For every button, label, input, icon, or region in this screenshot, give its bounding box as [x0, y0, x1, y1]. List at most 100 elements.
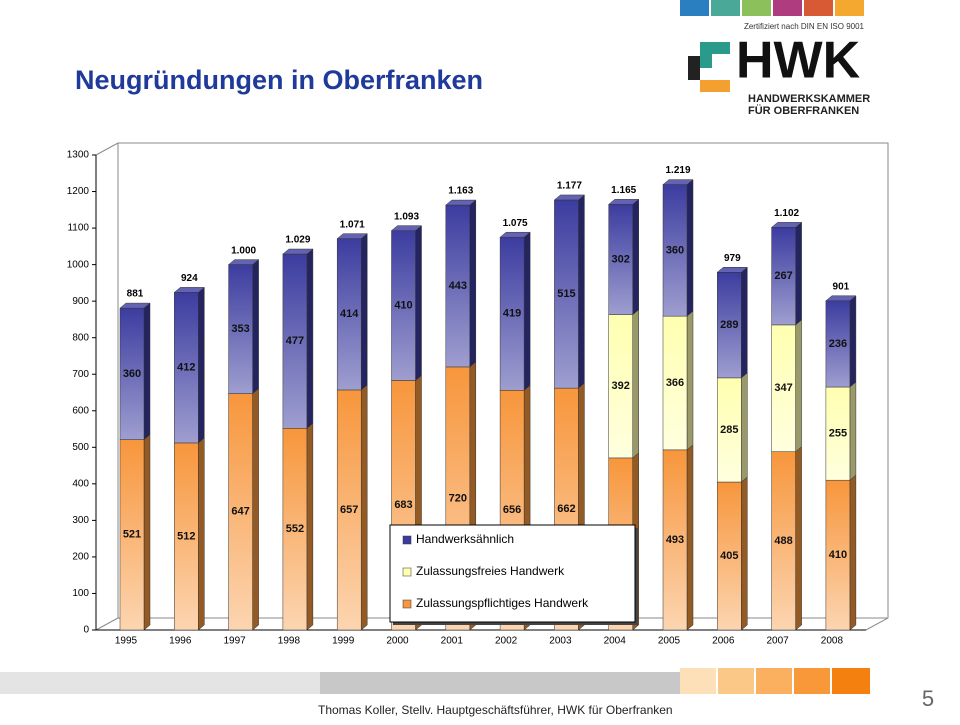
segment-label: 443 [449, 280, 467, 292]
segment-label: 515 [557, 288, 575, 300]
bar-segment [336, 389, 362, 631]
logo-mark [688, 42, 730, 92]
logo-line1: HANDWERKSKAMMER [748, 93, 870, 105]
total-label: 1.000 [231, 245, 256, 256]
y-tick-label: 1100 [67, 223, 89, 234]
total-label: 1.075 [503, 218, 528, 229]
bar-side [686, 444, 694, 631]
bar-segment [282, 428, 308, 631]
bar-segment [228, 393, 253, 631]
bar-segment [771, 227, 796, 326]
bar-top [716, 267, 748, 273]
bar-side [306, 422, 314, 631]
x-tick-label: 2007 [766, 636, 789, 647]
total-label: 924 [181, 273, 198, 284]
bar-side [795, 221, 802, 326]
bar-top [662, 179, 694, 185]
x-tick-label: 1996 [169, 636, 192, 647]
bar-segment [228, 264, 253, 394]
bar-side [849, 474, 857, 631]
total-label: 1.165 [611, 185, 636, 196]
bar-side [686, 179, 694, 317]
y-tick-label: 300 [72, 515, 89, 526]
bar-side [143, 302, 151, 441]
bar-side [632, 198, 639, 316]
bar-segment [771, 451, 796, 631]
segment-label: 477 [286, 335, 304, 347]
total-label: 1.219 [665, 165, 690, 176]
y-tick-label: 900 [72, 296, 89, 307]
x-tick-label: 2000 [386, 636, 409, 647]
total-label: 1.163 [448, 186, 473, 197]
total-label: 1.029 [285, 235, 310, 246]
legend [389, 524, 636, 623]
segment-label: 419 [503, 308, 521, 320]
segment-label: 360 [666, 244, 684, 256]
bar-side [143, 434, 151, 631]
bar-top [608, 199, 640, 205]
segment-label: 493 [666, 534, 684, 546]
y-tick-label: 1300 [67, 150, 90, 161]
segment-label: 405 [720, 550, 738, 562]
bar-segment [554, 199, 579, 389]
footer-bars [0, 668, 870, 694]
bar-side [360, 384, 368, 631]
bar-segment [391, 230, 416, 381]
bar-top [553, 194, 586, 201]
bar-top [499, 231, 531, 238]
total-label: 1.177 [557, 181, 582, 192]
total-label: 901 [833, 281, 850, 292]
bar-side [578, 194, 585, 389]
total-label: 1.102 [774, 208, 799, 219]
x-tick-label: 2008 [821, 636, 844, 647]
segment-label: 255 [829, 428, 847, 440]
x-tick-label: 2002 [495, 636, 518, 647]
y-tick-label: 0 [83, 625, 89, 636]
bar-side [795, 446, 802, 631]
x-tick-label: 2005 [658, 636, 681, 647]
segment-label: 267 [774, 270, 792, 282]
bar-side [360, 233, 368, 391]
page-number: 5 [922, 686, 934, 711]
segment-label: 410 [829, 549, 847, 561]
bar-side [523, 231, 531, 391]
x-tick-label: 1998 [278, 636, 301, 647]
bar-top [227, 259, 260, 265]
bar-side [849, 381, 857, 481]
segment-label: 353 [231, 323, 249, 335]
slide-title: Neugründungen in Oberfranken [75, 65, 483, 95]
segment-label: 285 [720, 424, 738, 436]
bar-segment [717, 272, 742, 379]
bar-top [825, 295, 857, 302]
segment-label: 662 [557, 503, 575, 515]
bar-segment [608, 314, 633, 459]
legend-swatch [402, 567, 412, 577]
legend-swatch [402, 599, 412, 609]
x-tick-label: 1997 [223, 636, 246, 647]
segment-label: 656 [503, 504, 521, 516]
bar-top [119, 302, 151, 309]
bar-side [741, 476, 748, 631]
segment-label: 366 [666, 377, 684, 389]
segment-label: 360 [123, 368, 141, 380]
chart: 0 100 200 300 400 500 600 700 800 900 1000 1100 1200… [67, 150, 857, 647]
bar-side [849, 295, 857, 388]
bar-segment [717, 481, 742, 631]
bar-segment [717, 377, 742, 483]
y-tick-label: 200 [72, 552, 89, 563]
y-tick-label: 400 [72, 478, 89, 489]
logo-certificate: Zertifiziert nach DIN EN ISO 9001 [744, 22, 865, 31]
bar-segment [825, 300, 851, 388]
bar-segment [771, 324, 796, 452]
bar-top [445, 199, 477, 206]
segment-label: 410 [394, 299, 412, 311]
y-tick-label: 600 [72, 405, 89, 416]
segment-label: 720 [449, 492, 467, 504]
x-tick-label: 2006 [712, 636, 735, 647]
legend-label: Handwerksähnlich [416, 532, 514, 546]
bar-side [632, 309, 639, 459]
x-tick-label: 1995 [115, 636, 138, 647]
bar-side [469, 199, 477, 368]
x-tick-label: 1999 [332, 636, 355, 647]
total-label: 1.071 [340, 219, 365, 230]
